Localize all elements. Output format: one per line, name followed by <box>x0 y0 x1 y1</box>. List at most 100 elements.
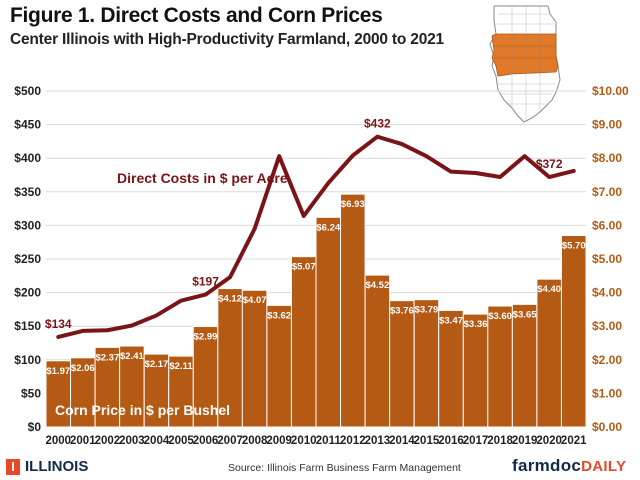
x-tick-label: 2010 <box>291 435 317 447</box>
y-left-tick-label: $50 <box>21 386 41 400</box>
x-tick-label: 2015 <box>414 435 440 447</box>
bar-value-label: $3.62 <box>267 310 291 321</box>
bar-value-label: $4.07 <box>243 295 267 306</box>
bar <box>290 256 317 428</box>
y-right-tick-label: $9.00 <box>592 118 622 132</box>
x-tick-label: 2002 <box>95 435 121 447</box>
line-point-label: $372 <box>536 157 563 171</box>
x-tick-label: 2004 <box>144 435 170 447</box>
x-tick-label: 2018 <box>487 435 513 447</box>
bar <box>266 304 292 428</box>
y-right-tick-label: $2.00 <box>592 353 622 367</box>
bar <box>364 274 391 428</box>
x-tick-label: 2011 <box>316 435 342 447</box>
y-left-tick-label: $250 <box>14 252 41 266</box>
bar-series-label: Corn Price in $ per Bushel <box>55 402 230 418</box>
y-left-tick-label: $150 <box>14 319 41 333</box>
bar <box>536 278 562 428</box>
x-tick-label: 2019 <box>512 435 538 447</box>
line-point-label: $197 <box>192 275 219 289</box>
bar <box>45 360 72 428</box>
x-tick-label: 2021 <box>561 435 587 447</box>
y-axis-left: $0 $50 $100 $150 $200 $250 $300 $350 $400 $450 $50… <box>14 84 41 434</box>
x-tick-label: 2020 <box>536 435 562 447</box>
bar <box>413 299 440 428</box>
bar-value-label: $4.52 <box>365 280 389 291</box>
chart-subtitle: Center Illinois with High-Productivity F… <box>10 31 444 48</box>
x-tick-label: 2008 <box>242 435 268 447</box>
bar <box>70 357 96 428</box>
bar-value-label: $2.37 <box>95 352 119 363</box>
y-right-tick-label: $7.00 <box>592 185 622 199</box>
bar-value-label: $3.79 <box>415 305 439 316</box>
direct-costs-line <box>56 134 576 339</box>
x-tick-label: 2001 <box>70 435 96 447</box>
x-tick-label: 2012 <box>340 435 366 447</box>
y-left-tick-label: $0 <box>28 420 42 434</box>
bar-value-label: $3.65 <box>513 309 537 320</box>
bar <box>192 326 219 428</box>
y-right-tick-label: $10.00 <box>592 84 629 98</box>
y-right-tick-label: $3.00 <box>592 319 622 333</box>
bar <box>487 305 513 428</box>
brand-main: farmdoc <box>512 456 582 475</box>
bar-value-label: $2.11 <box>169 361 193 372</box>
y-left-tick-label: $450 <box>14 118 41 132</box>
y-right-tick-label: $4.00 <box>592 286 622 300</box>
bar <box>438 309 464 428</box>
bar <box>119 345 145 428</box>
bar <box>560 234 587 428</box>
illinois-map-icon <box>489 5 561 123</box>
bar <box>217 288 243 428</box>
x-tick-label: 2005 <box>168 435 194 447</box>
bar-value-label: $3.47 <box>439 315 463 326</box>
chart-title: Figure 1. Direct Costs and Corn Prices <box>10 4 383 27</box>
y-left-tick-label: $200 <box>14 286 41 300</box>
bar-series <box>45 193 587 428</box>
bar-value-label: $6.93 <box>341 199 365 210</box>
illinois-logo: I ILLINOIS <box>6 458 88 475</box>
bar <box>340 193 366 428</box>
x-axis: 2000200120022003200420052006200720082009… <box>45 435 587 447</box>
y-left-tick-label: $300 <box>14 218 41 232</box>
y-right-tick-label: $1.00 <box>592 386 622 400</box>
bar-value-label: $6.24 <box>316 222 340 233</box>
bar <box>241 289 268 428</box>
x-tick-label: 2017 <box>463 435 489 447</box>
source-note: Source: Illinois Farm Business Farm Mana… <box>228 462 461 474</box>
line-series <box>56 134 576 339</box>
bar-value-label: $2.41 <box>120 351 144 362</box>
x-tick-label: 2000 <box>45 435 71 447</box>
bar <box>168 355 194 428</box>
x-tick-label: 2006 <box>193 435 219 447</box>
farmdoc-brand: farmdocDAILY <box>512 456 626 476</box>
y-axis-right: $0.00 $1.00 $2.00 $3.00 $4.00 $5.00 $6.00 $7.00… <box>592 84 629 434</box>
illinois-block-i-icon: I <box>6 458 20 475</box>
y-right-tick-label: $8.00 <box>592 151 622 165</box>
bar <box>462 313 489 428</box>
y-right-tick-label: $6.00 <box>592 218 622 232</box>
x-tick-label: 2003 <box>119 435 145 447</box>
bar-value-label: $3.60 <box>488 311 512 322</box>
x-tick-label: 2007 <box>217 435 243 447</box>
bar-value-label: $1.97 <box>46 366 70 377</box>
bar-value-label: $4.40 <box>537 284 561 295</box>
bar <box>143 353 170 428</box>
data-labels: $1.97 $2.06$2.37 $2.41$2.17 $2.11 $2.99 $4.12… <box>45 117 586 377</box>
x-tick-label: 2016 <box>438 435 464 447</box>
bar-value-label: $3.36 <box>464 319 488 330</box>
x-tick-label: 2009 <box>266 435 292 447</box>
y-left-tick-label: $400 <box>14 151 41 165</box>
bar-value-label: $2.06 <box>71 363 95 374</box>
bar-value-label: $2.99 <box>194 332 218 343</box>
bar <box>511 303 538 428</box>
line-point-label: $134 <box>45 317 72 331</box>
bar <box>94 346 121 428</box>
bar-value-label: $5.70 <box>562 240 586 251</box>
y-right-tick-label: $5.00 <box>592 252 622 266</box>
line-point-label: $432 <box>364 117 391 131</box>
brand-accent: DAILY <box>581 458 627 475</box>
x-tick-label: 2013 <box>365 435 391 447</box>
y-left-tick-label: $100 <box>14 353 41 367</box>
bar <box>315 216 342 428</box>
